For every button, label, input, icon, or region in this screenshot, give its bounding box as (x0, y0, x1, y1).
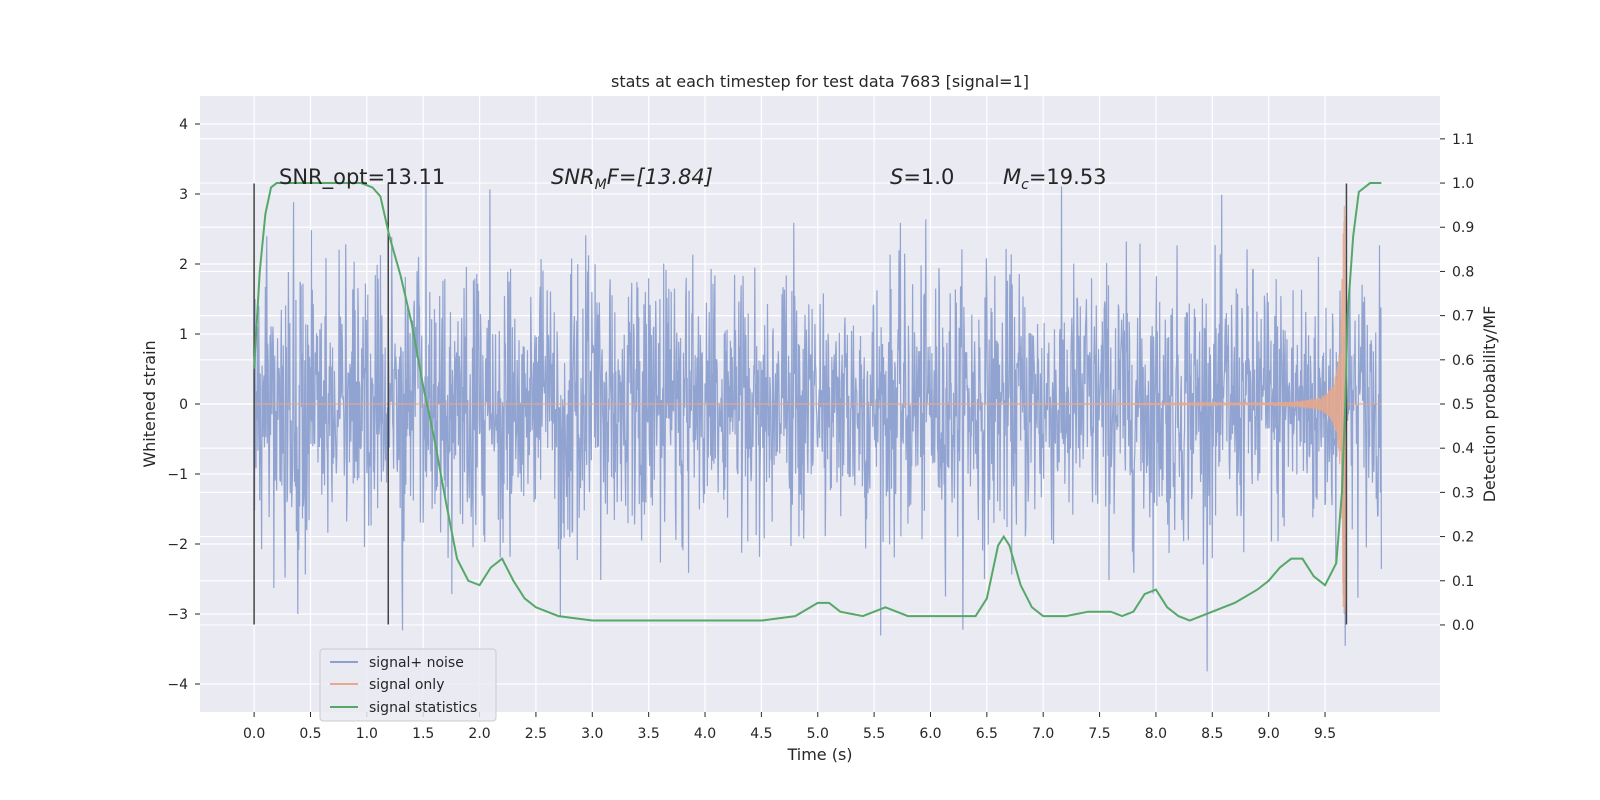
y-tick-label: 4 (179, 117, 188, 133)
right-tick-label: 0.8 (1452, 264, 1474, 280)
annotation-snr-opt: SNR_opt=13.11 (279, 165, 445, 190)
y-tick-label: 2 (179, 257, 188, 273)
x-tick-label: 9.5 (1314, 726, 1336, 742)
x-tick-label: 1.0 (356, 726, 378, 742)
x-tick-label: 5.5 (863, 726, 885, 742)
plot-content (253, 182, 1382, 672)
x-tick-label: 4.5 (750, 726, 772, 742)
right-axis-ticks: 0.0 0.1 0.2 0.3 0.4 0.5 0.6 0.7 0.8 0.9 1.0 1.1 (1440, 132, 1474, 634)
x-tick-label: 1.5 (412, 726, 434, 742)
y-axis-label: Whitened strain (140, 340, 159, 467)
y-tick-label: −2 (167, 537, 188, 553)
x-tick-label: 8.5 (1201, 726, 1223, 742)
x-tick-label: 0.0 (243, 726, 265, 742)
y-tick-label: 0 (179, 397, 188, 413)
annotation-mc: Mc=19.53 (1003, 165, 1107, 193)
x-tick-label: 6.5 (976, 726, 998, 742)
right-tick-label: 1.1 (1452, 132, 1474, 148)
y-tick-label: −3 (167, 607, 188, 623)
series-signal-noise (253, 184, 1382, 672)
legend-label-signal-noise: signal+ noise (369, 655, 464, 671)
x-tick-label: 2.0 (468, 726, 490, 742)
annotation-snr-mf-rest: F=[13.84] (607, 165, 713, 189)
x-tick-label: 3.5 (638, 726, 660, 742)
y-tick-label: −1 (167, 467, 188, 483)
annotation-snr-mf-sub: M (595, 177, 607, 193)
right-tick-label: 0.1 (1452, 574, 1474, 590)
y-tick-label: 3 (179, 187, 188, 203)
y-tick-label: 1 (179, 327, 188, 343)
annotation-mc-rest: =19.53 (1029, 165, 1107, 189)
legend-box (319, 648, 497, 722)
annotation-s: S=1.0 (890, 165, 954, 189)
x-tick-label: 7.5 (1088, 726, 1110, 742)
right-tick-label: 0.9 (1452, 220, 1474, 236)
chart-title: stats at each timestep for test data 768… (611, 72, 1029, 91)
x-axis-label: Time (s) (786, 745, 852, 764)
annotation-mc-sub: c (1021, 177, 1029, 193)
annotation-snr-mf: SNRMF=[13.84] (551, 165, 713, 193)
legend-label-signal-statistics: signal statistics (369, 700, 477, 716)
x-axis-ticks: 0.0 0.5 1.0 1.5 2.0 2.5 3.0 3.5 4.0 4.5 5.0 5.5 6.0 6… (243, 712, 1336, 742)
right-tick-label: 0.3 (1452, 485, 1474, 501)
vertical-markers (253, 183, 1348, 625)
right-tick-label: 0.5 (1452, 397, 1474, 413)
right-tick-label: 0.6 (1452, 353, 1474, 369)
legend: signal+ noise signal only signal statist… (319, 648, 497, 722)
right-tick-label: 0.4 (1452, 441, 1474, 457)
y-axis-ticks: 4 3 2 1 0 −1 −2 −3 −4 (167, 117, 200, 693)
x-tick-label: 5.0 (807, 726, 829, 742)
annotation-s-label: S (890, 165, 903, 189)
annotation-mc-base: M (1003, 165, 1021, 189)
x-tick-label: 6.0 (919, 726, 941, 742)
series-signal-statistics (253, 182, 1382, 622)
right-tick-label: 0.7 (1452, 309, 1474, 325)
y-tick-label: −4 (167, 677, 188, 693)
x-tick-label: 9.0 (1258, 726, 1280, 742)
right-tick-label: 1.0 (1452, 176, 1474, 192)
x-tick-label: 8.0 (1145, 726, 1167, 742)
right-tick-label: 0.0 (1452, 618, 1474, 634)
legend-label-signal-only: signal only (369, 677, 444, 693)
x-tick-label: 3.0 (581, 726, 603, 742)
x-tick-label: 4.0 (694, 726, 716, 742)
annotation-s-rest: =1.0 (903, 165, 954, 189)
series-signal-only (254, 205, 1382, 614)
x-tick-label: 7.0 (1032, 726, 1054, 742)
x-tick-label: 0.5 (299, 726, 321, 742)
right-tick-label: 0.2 (1452, 530, 1474, 546)
right-axis-label: Detection probability/MF (1480, 306, 1499, 503)
annotation-snr-mf-base: SNR (551, 165, 595, 189)
x-tick-label: 2.5 (525, 726, 547, 742)
